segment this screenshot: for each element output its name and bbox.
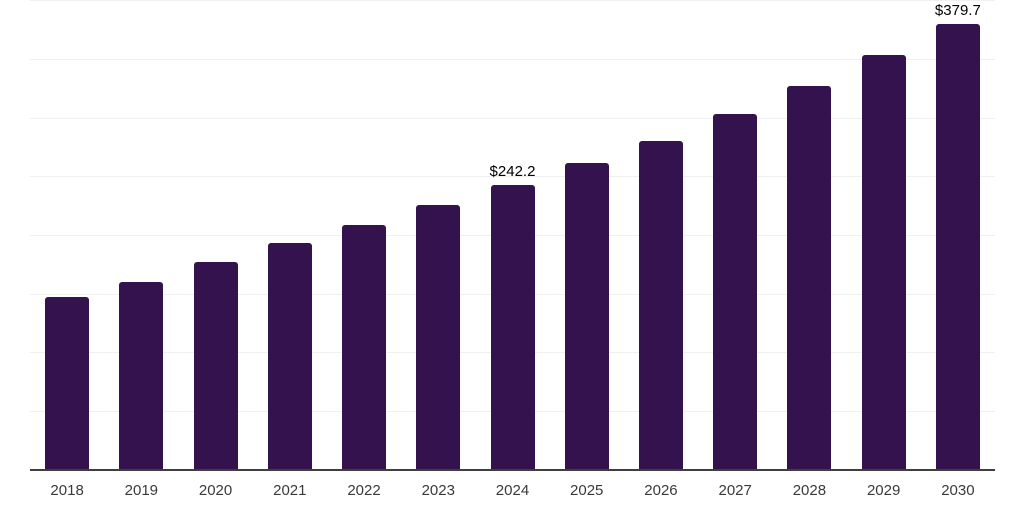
- gridline: [30, 59, 995, 61]
- x-tick-label-2021: 2021: [273, 482, 307, 499]
- x-tick-label-2029: 2029: [866, 482, 901, 499]
- x-tick-label-2022: 2022: [347, 482, 381, 499]
- x-tick-label-2030: 2030: [941, 482, 975, 499]
- bar-2027: [713, 113, 758, 469]
- gridline: [30, 117, 995, 119]
- x-tick-label-2018: 2018: [50, 482, 84, 499]
- x-tick-label-2027: 2027: [718, 482, 752, 499]
- x-tick-label-2023: 2023: [421, 482, 455, 499]
- bar-2018: [45, 296, 90, 469]
- x-tick-label-2020: 2020: [198, 482, 233, 499]
- x-axis: 2018 2019 2020 2021 2022 2023 2024 2025 2026 2027…: [30, 482, 995, 506]
- bar-2019: [119, 281, 164, 469]
- gridline: [30, 0, 995, 2]
- value-label-2030: $379.7: [934, 1, 981, 19]
- gridline: [30, 176, 995, 178]
- bar-2022: [342, 224, 387, 469]
- bar-2025: [564, 162, 609, 469]
- bar-2029: [861, 55, 906, 469]
- plot-area: $242.2 $379.7: [30, 0, 995, 471]
- bar-2030: [935, 23, 980, 469]
- x-tick-label-2024: 2024: [495, 482, 530, 499]
- bar-2021: [267, 243, 312, 469]
- bar-2023: [416, 204, 461, 469]
- x-tick-label-2025: 2025: [570, 482, 604, 499]
- bar-2024: [490, 185, 535, 469]
- bar-2020: [193, 262, 238, 469]
- value-label-2024: $242.2: [489, 163, 536, 181]
- x-tick-label-2026: 2026: [644, 482, 678, 499]
- bar-2028: [787, 85, 832, 469]
- x-tick-label-2028: 2028: [792, 482, 827, 499]
- x-tick-label-2019: 2019: [124, 482, 159, 499]
- bar-2026: [638, 140, 683, 469]
